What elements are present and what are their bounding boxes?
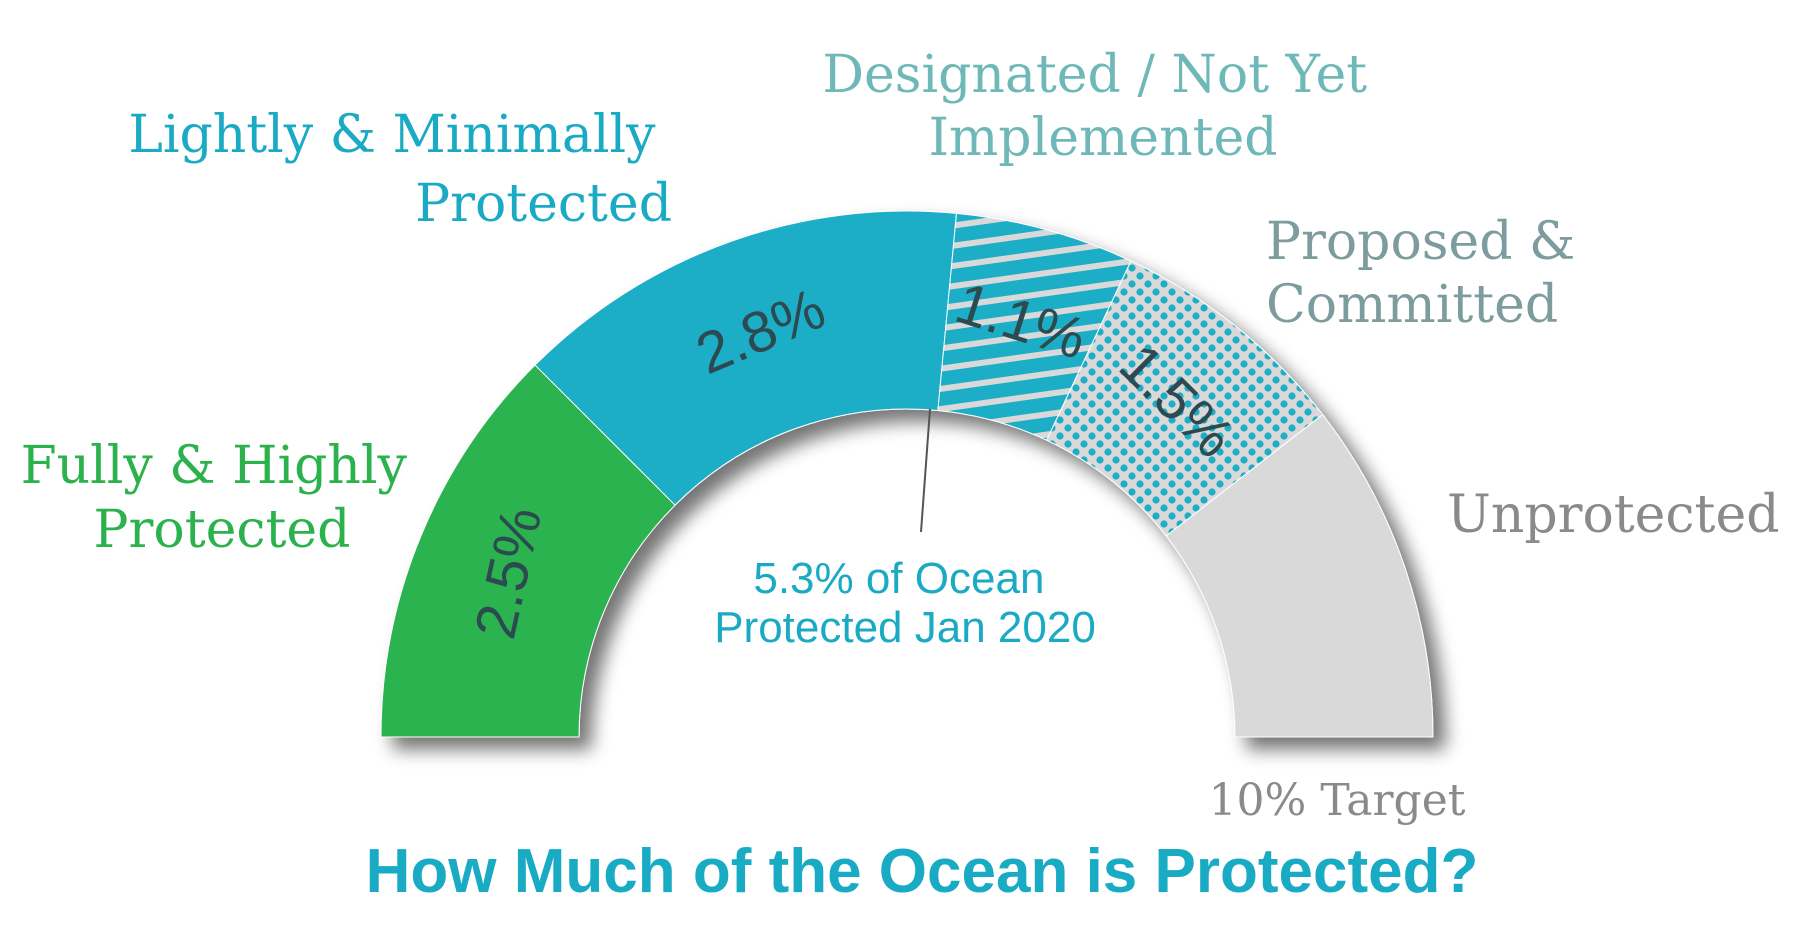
label-proposed: Proposed & Committed bbox=[1266, 212, 1592, 335]
label-line: Committed bbox=[1266, 275, 1558, 335]
segment-unprotected bbox=[1165, 413, 1434, 738]
label-line: Protected bbox=[94, 500, 351, 560]
label-line: Implemented bbox=[928, 108, 1277, 168]
label-line: Fully & Highly bbox=[21, 436, 408, 496]
label-line: Protected bbox=[415, 174, 672, 234]
pointer-line bbox=[920, 408, 931, 533]
label-lightly-minimally: Lightly & Minimally Protected bbox=[128, 105, 672, 234]
label-unprotected: Unprotected bbox=[1447, 485, 1780, 545]
label-fully-highly: Fully & Highly Protected bbox=[21, 436, 424, 560]
label-line: Lightly & Minimally bbox=[128, 105, 656, 165]
segment-lightly-minimally bbox=[534, 210, 958, 506]
label-line: Proposed & bbox=[1266, 212, 1575, 272]
gauge-segments bbox=[380, 210, 1434, 738]
label-line: Designated / Not Yet bbox=[822, 45, 1367, 105]
center-annotation: 5.3% of Ocean Protected Jan 2020 bbox=[714, 554, 1096, 652]
annotation-line: 5.3% of Ocean bbox=[753, 554, 1044, 603]
annotation-line: Protected Jan 2020 bbox=[714, 603, 1096, 652]
label-designated: Designated / Not Yet Implemented bbox=[822, 45, 1383, 168]
chart-title: How Much of the Ocean is Protected? bbox=[366, 837, 1479, 906]
target-label: 10% Target bbox=[1209, 775, 1466, 826]
